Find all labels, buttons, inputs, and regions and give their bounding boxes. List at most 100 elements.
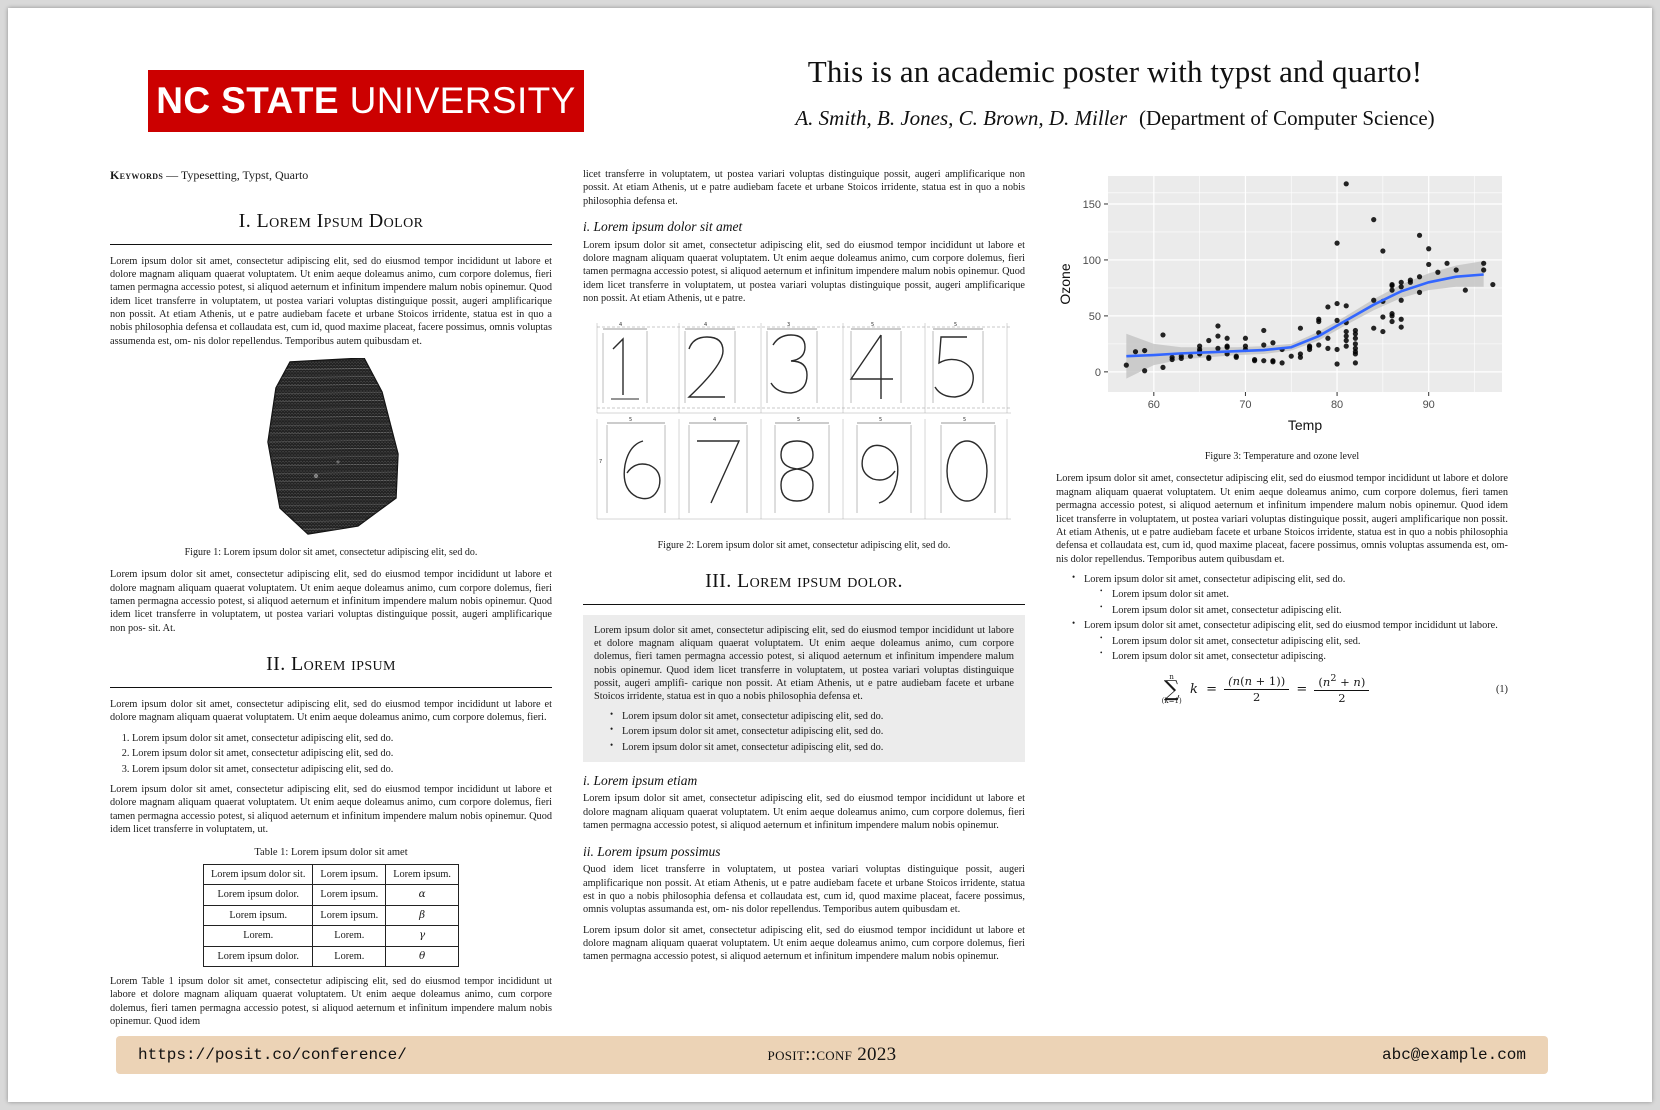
figure-1 — [110, 358, 552, 538]
affiliation: (Department of Computer Science) — [1139, 106, 1435, 130]
poster-page: NC STATE UNIVERSITY This is an academic … — [8, 8, 1652, 1102]
table-header-row: Lorem ipsum dolor sit. Lorem ipsum. Lore… — [203, 864, 459, 886]
svg-text:100: 100 — [1083, 255, 1101, 267]
figure-3-text: Temperature and ozone level — [1243, 451, 1360, 463]
svg-text:4: 4 — [619, 322, 622, 328]
subsection-heading-etiam: i. Lorem ipsum etiam — [583, 772, 698, 788]
poster-header: NC STATE UNIVERSITY This is an academic … — [20, 46, 1640, 156]
list-item-label: Lorem ipsum dolor sit amet, consectetur … — [1084, 574, 1346, 585]
col3-paragraph-1: Lorem ipsum dolor sit amet, consectetur … — [1056, 473, 1508, 565]
table-cell: Lorem. — [312, 945, 387, 967]
nested-bullet-list: Lorem ipsum dolor sit amet. Lorem ipsum … — [1084, 587, 1508, 617]
svg-text:Temp: Temp — [1288, 417, 1322, 433]
figure-2-caption: Figure 2: Lorem ipsum dolor sit amet, co… — [583, 539, 1025, 552]
col1-paragraph-5: Lorem Table 1 ipsum dolor sit amet, cons… — [110, 975, 552, 1028]
page-title: This is an academic poster with typst an… — [807, 54, 1423, 89]
table-row: Lorem. Lorem. γ — [203, 925, 459, 947]
list-item: Lorem ipsum dolor sit amet, consectetur … — [1100, 633, 1508, 648]
table-row: Lorem ipsum. Lorem ipsum. β — [203, 904, 459, 927]
table-row: Lorem ipsum dolor. Lorem ipsum. α — [203, 884, 459, 906]
column-middle: licet transferre in voluptatem, ut poste… — [583, 168, 1025, 971]
summation-symbol: n ∑ (k=1) — [1161, 672, 1182, 706]
title-block: This is an academic poster with typst an… — [600, 54, 1630, 131]
svg-text:0: 0 — [1095, 367, 1101, 379]
table-header-cell: Lorem ipsum dolor sit. — [203, 864, 314, 886]
column-right: 0 50 100 150 60 70 80 90 Temp Ozone Figure 3: Tem… — [1056, 168, 1508, 712]
figure-1-caption: Figure 1: Lorem ipsum dolor sit amet, co… — [110, 546, 552, 559]
table-cell: α — [385, 884, 459, 906]
section-rule-2 — [110, 687, 552, 689]
svg-text:Ozone: Ozone — [1057, 263, 1073, 304]
keywords-dash: — — [166, 168, 179, 182]
numerals-blueprint-image: 4 4 3 5 5 — [596, 322, 1011, 519]
author-list: A. Smith, B. Jones, C. Brown, D. Miller — [795, 106, 1128, 130]
svg-text:4: 4 — [713, 417, 716, 423]
footer-email[interactable]: abc@example.com — [1381, 1046, 1527, 1064]
poster-canvas: NC STATE UNIVERSITY This is an academic … — [20, 16, 1640, 1094]
svg-text:50: 50 — [1089, 311, 1101, 323]
figure-1-text: Lorem ipsum dolor sit amet, consectetur … — [223, 547, 478, 559]
fraction-2: (n2 + n) 2 — [1314, 673, 1370, 706]
col2-paragraph-3: Lorem ipsum dolor sit amet, consectetur … — [583, 793, 1025, 832]
table-cell: θ — [385, 945, 459, 967]
section-rule — [110, 243, 552, 245]
callout-bullet-list: Lorem ipsum dolor sit amet, consectetur … — [594, 709, 1014, 754]
table-row: Lorem ipsum dolor. Lorem. θ — [203, 945, 459, 967]
table-cell: Lorem. — [203, 925, 314, 947]
list-item: Lorem ipsum dolor sit amet, consectetur … — [1072, 618, 1508, 664]
equation-row: n ∑ (k=1) k = (n(n + 1)) 2 = (n2 + n) 2 … — [1056, 673, 1508, 706]
keywords-label: Keywords — [110, 168, 164, 182]
table-cell: Lorem ipsum dolor. — [203, 884, 314, 906]
list-item: Lorem ipsum dolor sit amet, consectetur … — [1072, 572, 1508, 617]
svg-text:60: 60 — [1148, 399, 1160, 411]
section-rule-3 — [583, 603, 1025, 605]
rosetta-stone-image — [267, 358, 399, 535]
col1-paragraph-2: Lorem ipsum dolor sit amet, consectetur … — [110, 569, 552, 634]
figure-3-caption: Figure 3: Temperature and ozone level — [1056, 450, 1508, 463]
footer-url[interactable]: https://posit.co/conference/ — [138, 1046, 407, 1064]
svg-text:5: 5 — [871, 322, 874, 328]
table-1-caption: Table 1: Lorem ipsum dolor sit amet — [110, 846, 552, 860]
list-item: Lorem ipsum dolor sit amet, consectetur … — [1100, 603, 1508, 617]
col1-paragraph-1: Lorem ipsum dolor sit amet, consectetur … — [110, 255, 552, 347]
svg-text:7: 7 — [599, 459, 602, 465]
figure-1-label: Figure 1: — [184, 547, 222, 559]
column-left: Keywords — Typesetting, Typst, Quarto I.… — [110, 168, 552, 1035]
table-1-text: Lorem ipsum dolor sit amet — [290, 847, 408, 859]
keywords-value: Typesetting, Typst, Quarto — [180, 168, 309, 182]
list-item: Lorem ipsum dolor sit amet. — [1100, 587, 1508, 601]
fraction-1: (n(n + 1)) 2 — [1224, 674, 1290, 705]
table-header-cell: Lorem ipsum. — [385, 864, 459, 886]
callout-paragraph: Lorem ipsum dolor sit amet, consectetur … — [594, 624, 1014, 703]
figure-3-chart: 0 50 100 150 60 70 80 90 Temp Ozone — [1056, 168, 1508, 442]
col2-paragraph-1: licet transferre in voluptatem, ut poste… — [583, 169, 1025, 207]
svg-text:4: 4 — [704, 322, 707, 328]
svg-text:5: 5 — [797, 417, 800, 423]
list-item: Lorem ipsum dolor sit amet, consectetur … — [132, 732, 552, 745]
summation-equation: n ∑ (k=1) k = (n(n + 1)) 2 = (n2 + n) 2 — [1056, 673, 1478, 706]
highlighted-callout: Lorem ipsum dolor sit amet, consectetur … — [583, 614, 1025, 762]
figure-3-label: Figure 3: — [1204, 451, 1242, 463]
svg-text:90: 90 — [1423, 399, 1435, 411]
table-header-cell: Lorem ipsum. — [312, 864, 387, 886]
svg-text:5: 5 — [879, 417, 882, 423]
section-heading-1: I. Lorem Ipsum Dolor — [238, 209, 424, 232]
ozone-vs-temp-scatter: 0 50 100 150 60 70 80 90 Temp Ozone — [1057, 176, 1502, 433]
nested-bullet-list: Lorem ipsum dolor sit amet, consectetur … — [1084, 633, 1508, 664]
table-cell: Lorem. — [312, 925, 387, 947]
nc-state-logo: NC STATE UNIVERSITY — [148, 70, 584, 132]
table-cell: Lorem ipsum dolor. — [203, 945, 314, 967]
table-cell: Lorem ipsum. — [203, 904, 314, 927]
table-1-label: Table 1: — [254, 847, 289, 859]
svg-text:70: 70 — [1239, 399, 1251, 411]
svg-text:3: 3 — [787, 322, 790, 328]
table-cell: Lorem ipsum. — [312, 884, 387, 906]
col2-paragraph-2: Lorem ipsum dolor sit amet, consectetur … — [583, 239, 1025, 305]
svg-text:5: 5 — [963, 417, 966, 423]
subsection-heading-possimus: ii. Lorem ipsum possimus — [583, 843, 721, 859]
col2-paragraph-5: Lorem ipsum dolor sit amet, consectetur … — [583, 924, 1025, 963]
svg-text:5: 5 — [954, 322, 957, 328]
subsection-heading-i: i. Lorem ipsum dolor sit amet — [583, 219, 743, 235]
list-item: Lorem ipsum dolor sit amet, consectetur … — [132, 747, 552, 760]
list-item: Lorem ipsum dolor sit amet, consectetur … — [132, 763, 552, 776]
